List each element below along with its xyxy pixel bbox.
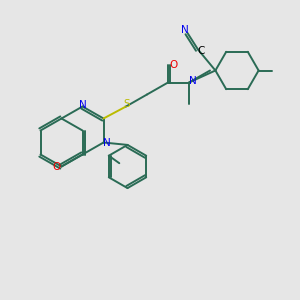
Text: N: N bbox=[79, 100, 86, 110]
Text: C: C bbox=[197, 46, 205, 56]
Text: S: S bbox=[123, 99, 130, 110]
Text: O: O bbox=[52, 161, 60, 172]
Text: O: O bbox=[169, 59, 178, 70]
Text: N: N bbox=[103, 137, 111, 148]
Text: N: N bbox=[189, 76, 196, 86]
Text: N: N bbox=[181, 25, 189, 35]
